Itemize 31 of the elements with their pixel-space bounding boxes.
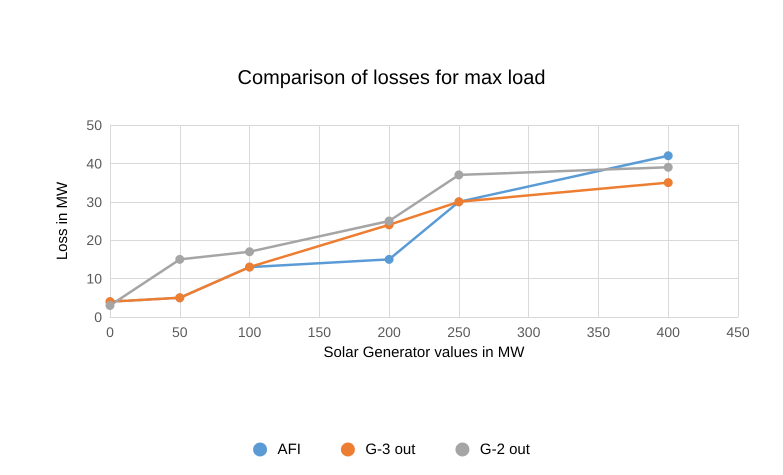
x-tick-label: 0 — [106, 324, 114, 340]
y-tick-label: 0 — [94, 309, 102, 325]
y-tick-label: 50 — [86, 117, 102, 133]
legend-label: AFI — [278, 441, 301, 458]
x-tick-label: 150 — [308, 324, 332, 340]
point — [384, 254, 394, 264]
x-tick-label: 250 — [447, 324, 471, 340]
y-tick-label: 20 — [86, 232, 102, 248]
y-axis-title: Loss in MW — [54, 180, 71, 260]
point — [454, 170, 464, 180]
x-tick-label: 100 — [238, 324, 262, 340]
legend-label: G-3 out — [365, 441, 416, 458]
legend-label: G-2 out — [480, 441, 531, 458]
y-tick-label: 40 — [86, 155, 102, 172]
chart-title: Comparison of losses for max load — [238, 67, 546, 89]
point — [245, 247, 254, 256]
point — [175, 254, 184, 264]
y-tick-label: 10 — [86, 270, 102, 287]
x-tick-label: 450 — [726, 324, 750, 340]
x-tick-label: 50 — [172, 324, 188, 340]
x-tick-label: 350 — [586, 324, 610, 340]
y-tick-label: 30 — [86, 194, 102, 210]
point — [664, 178, 673, 188]
x-axis-title: Solar Generator values in MW — [324, 344, 526, 361]
point — [384, 216, 394, 226]
point — [664, 151, 673, 160]
point — [106, 300, 114, 310]
x-tick-label: 200 — [377, 324, 402, 340]
x-tick-label: 300 — [516, 324, 541, 340]
point — [664, 162, 673, 172]
x-tick-label: 400 — [656, 324, 680, 340]
